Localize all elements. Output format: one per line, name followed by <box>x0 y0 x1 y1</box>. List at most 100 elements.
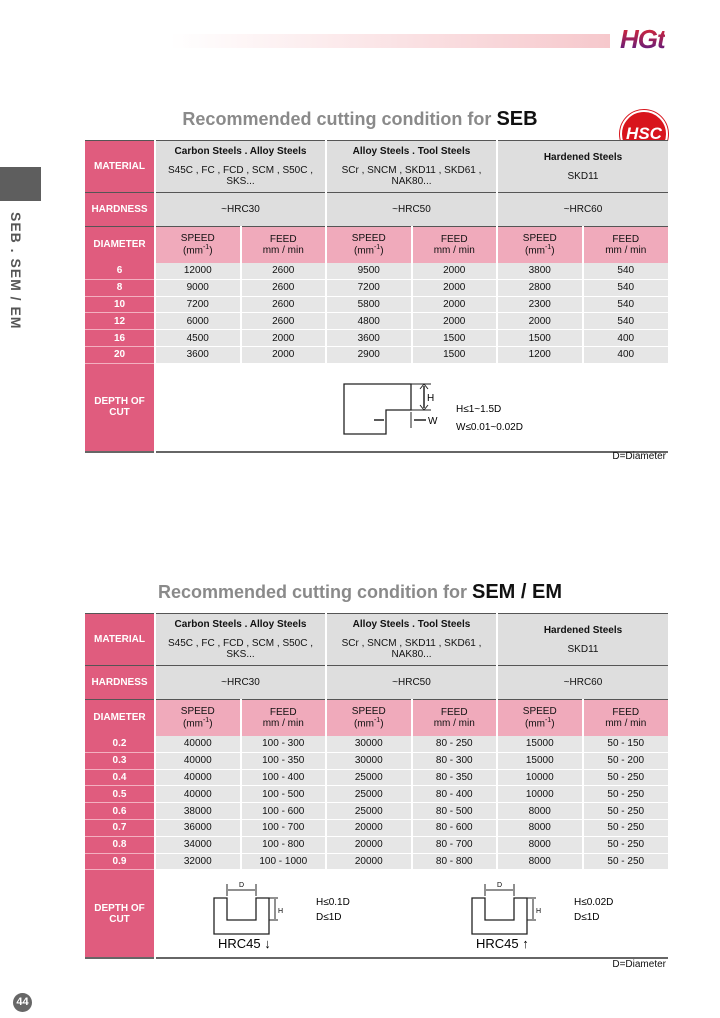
feed-cell: 50 - 250 <box>581 769 668 787</box>
svg-text:D≤1D: D≤1D <box>316 912 342 923</box>
diameter-cell: 16 <box>85 329 155 347</box>
svg-text:H: H <box>536 908 541 915</box>
table-row: 0.2 40000 100 - 300 30000 80 - 250 15000 50 - … <box>85 735 668 753</box>
side-tab-label: SEB . SEM / EM <box>8 212 24 330</box>
speed-cell: 8000 <box>496 819 583 837</box>
material-cell: Hardened Steels SKD11 <box>496 140 668 193</box>
speed-cell: 2800 <box>496 279 583 297</box>
feed-cell: 50 - 250 <box>581 819 668 837</box>
svg-text:HRC45 ↑: HRC45 ↑ <box>476 936 529 951</box>
table-row: 10 7200 2600 5800 2000 2300 540 <box>85 296 668 314</box>
table-row: 12 6000 2600 4800 2000 2000 540 <box>85 312 668 331</box>
speed-cell: 38000 <box>154 802 241 820</box>
speed-cell: 2300 <box>496 296 583 314</box>
feed-cell: 100 - 350 <box>239 752 326 770</box>
feed-cell: 540 <box>581 296 668 314</box>
material-name: Alloy Steels . Tool Steels <box>352 146 471 157</box>
speed-cell: 4500 <box>154 329 241 347</box>
feed-cell: 400 <box>581 346 668 364</box>
material-name: Hardened Steels <box>543 151 623 163</box>
feed-cell: 100 - 300 <box>239 735 326 753</box>
depth-diagram-left: D H H≤0.1D D≤1D HRC45 ↓ <box>213 882 350 951</box>
table-row: 0.9 32000 100 - 1000 20000 80 - 800 8000 50 - … <box>85 853 668 871</box>
speed-cell: 25000 <box>325 769 412 787</box>
material-cell: Carbon Steels . Alloy Steels S45C , FC , … <box>154 140 326 193</box>
hardness-cell: ~HRC60 <box>496 192 668 227</box>
material-grades: S45C , FC , FCD , SCM , S50C , SKS... <box>167 165 314 187</box>
section-title-sem-em: Recommended cutting condition for SEM / … <box>157 581 563 603</box>
speed-cell: 5800 <box>325 296 412 314</box>
diameter-note: D=Diameter <box>612 451 666 462</box>
h-label: H <box>427 393 434 404</box>
table-row: 6 12000 2600 9500 2000 3800 540 <box>85 262 668 280</box>
speed-cell: 36000 <box>154 819 241 837</box>
feed-header: FEED mm / min <box>239 226 326 263</box>
feed-cell: 2000 <box>239 329 326 347</box>
feed-header: FEED mm / min <box>410 699 497 736</box>
seb-depth-diagram: H W H≤1~1.5D W≤0.01~0.02D <box>343 382 523 435</box>
speed-cell: 7200 <box>154 296 241 314</box>
sem-em-cutting-table: MATERIAL Carbon Steels . Alloy Steels S45C… <box>85 613 668 960</box>
feed-cell: 50 - 250 <box>581 785 668 804</box>
diameter-cell: 0.9 <box>85 853 155 871</box>
material-cell: Hardened Steels SKD11 <box>496 613 668 666</box>
svg-text:D: D <box>239 882 244 889</box>
speed-cell: 9500 <box>325 262 412 280</box>
table-row: 16 4500 2000 3600 1500 1500 400 <box>85 329 668 347</box>
speed-cell: 40000 <box>154 785 241 804</box>
feed-cell: 50 - 250 <box>581 802 668 820</box>
brand-logo: HGt <box>620 24 666 54</box>
feed-cell: 80 - 500 <box>410 802 497 820</box>
feed-cell: 2000 <box>239 346 326 364</box>
feed-header: FEED mm / min <box>239 699 326 736</box>
speed-cell: 3800 <box>496 262 583 280</box>
diameter-cell: 0.5 <box>85 785 155 804</box>
speed-cell: 12000 <box>154 262 241 280</box>
feed-cell: 80 - 400 <box>410 785 497 804</box>
feed-cell: 2600 <box>239 262 326 280</box>
feed-cell: 2000 <box>410 262 497 280</box>
material-grades: SCr , SNCM , SKD11 , SKD61 , NAK80... <box>341 638 482 660</box>
svg-text:HRC45 ↓: HRC45 ↓ <box>218 936 271 951</box>
table-row: 0.6 38000 100 - 600 25000 80 - 500 8000 50 - 2… <box>85 802 668 820</box>
feed-cell: 80 - 800 <box>410 853 497 871</box>
diameter-cell: 0.8 <box>85 836 155 854</box>
depth-label: DEPTH OF CUT <box>85 869 155 959</box>
feed-cell: 400 <box>581 329 668 347</box>
diameter-cell: 10 <box>85 296 155 314</box>
diameter-cell: 0.4 <box>85 769 155 787</box>
speed-header: SPEED (mm-1) <box>154 226 241 263</box>
feed-cell: 100 - 500 <box>239 785 326 804</box>
feed-cell: 100 - 600 <box>239 802 326 820</box>
material-name: Hardened Steels <box>543 624 623 636</box>
speed-cell: 20000 <box>325 836 412 854</box>
hardness-label: HARDNESS <box>85 665 155 700</box>
diameter-cell: 0.6 <box>85 802 155 820</box>
feed-cell: 2000 <box>410 312 497 331</box>
speed-cell: 3600 <box>154 346 241 364</box>
feed-cell: 540 <box>581 312 668 331</box>
speed-cell: 30000 <box>325 752 412 770</box>
speed-cell: 30000 <box>325 735 412 753</box>
table-row: 0.8 34000 100 - 800 20000 80 - 700 8000 50 - 2… <box>85 836 668 854</box>
diameter-cell: 0.3 <box>85 752 155 770</box>
sem-em-depth-diagram: D H H≤0.1D D≤1D HRC45 ↓ D H H≤0.02D D≤1D HRC45 ↑ <box>213 882 613 951</box>
feed-cell: 2600 <box>239 279 326 297</box>
material-grades: SKD11 <box>567 643 599 655</box>
speed-cell: 20000 <box>325 853 412 871</box>
hardness-cell: ~HRC50 <box>325 192 497 227</box>
svg-text:D: D <box>497 882 502 889</box>
feed-cell: 80 - 250 <box>410 735 497 753</box>
speed-cell: 10000 <box>496 769 583 787</box>
material-grades: S45C , FC , FCD , SCM , S50C , SKS... <box>167 638 314 660</box>
hardness-row: HARDNESS ~HRC30 ~HRC50 ~HRC60 <box>85 665 668 700</box>
depth-diagram-cell: H W H≤1~1.5D W≤0.01~0.02D <box>154 362 668 452</box>
header-gradient-bar <box>170 34 610 48</box>
feed-cell: 100 - 700 <box>239 819 326 837</box>
speed-header: SPEED (mm-1) <box>154 699 241 736</box>
hardness-cell: ~HRC30 <box>154 192 326 227</box>
table-row: 20 3600 2000 2900 1500 1200 400 <box>85 346 668 364</box>
diameter-cell: 0.7 <box>85 819 155 837</box>
speed-cell: 40000 <box>154 769 241 787</box>
feed-cell: 50 - 150 <box>581 735 668 753</box>
